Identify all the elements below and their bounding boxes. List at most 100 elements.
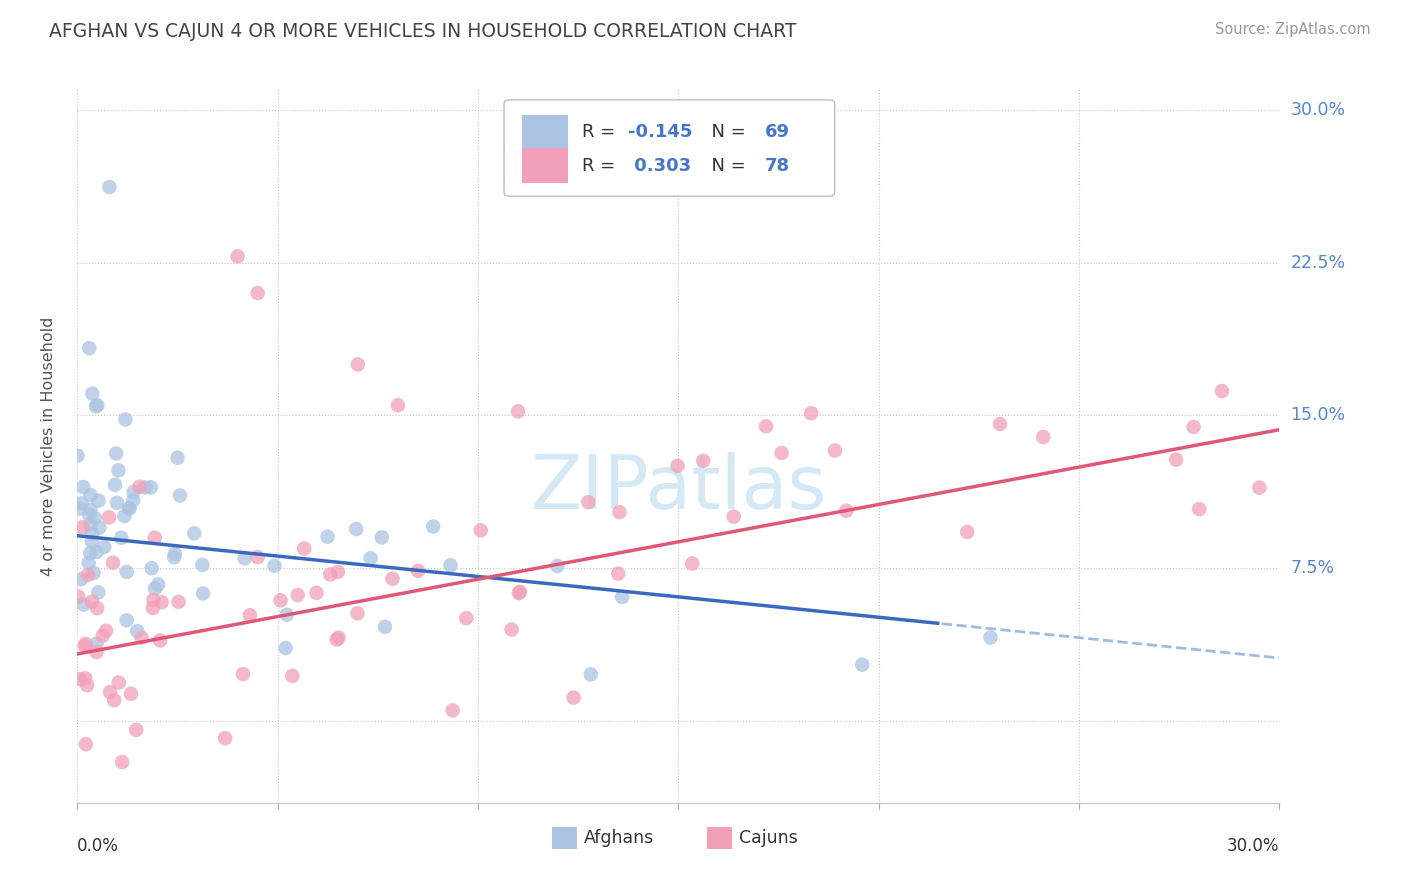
Point (508, 404, 530, 418)
Text: 22.5%: 22.5% (1291, 253, 1346, 271)
Text: 15.0%: 15.0% (1291, 407, 1346, 425)
Text: -0.145: -0.145 (628, 123, 692, 141)
Point (146, 577, 169, 591)
Point (103, 693, 125, 707)
Text: Cajuns: Cajuns (740, 830, 797, 847)
Point (79, 488, 101, 502)
Point (191, 586, 214, 600)
Point (66, 449, 89, 463)
Text: 30.0%: 30.0% (1227, 837, 1279, 855)
Point (80, 595, 103, 609)
Point (111, 755, 134, 769)
Point (163, 547, 186, 561)
Point (274, 641, 297, 656)
Point (169, 488, 191, 502)
Point (422, 519, 444, 533)
Point (118, 501, 141, 516)
Point (612, 590, 634, 604)
Point (115, 565, 138, 579)
Text: N =: N = (700, 123, 752, 141)
Point (77, 568, 100, 582)
Point (122, 493, 145, 508)
Point (131, 631, 153, 645)
FancyBboxPatch shape (522, 148, 568, 183)
Point (755, 419, 778, 434)
Text: 69: 69 (765, 123, 790, 141)
Point (120, 687, 142, 701)
Point (666, 458, 689, 473)
Point (347, 358, 370, 372)
Point (77, 508, 100, 522)
Point (1182, 420, 1205, 434)
Point (93, 540, 115, 554)
Point (91, 629, 114, 643)
Point (835, 504, 858, 518)
Point (770, 446, 793, 460)
Point (73, 639, 96, 653)
Point (824, 443, 846, 458)
Point (128, 480, 150, 494)
Point (83, 566, 105, 580)
Point (232, 667, 254, 681)
Point (82, 526, 104, 541)
Text: Afghans: Afghans (585, 830, 654, 847)
Text: Source: ZipAtlas.com: Source: ZipAtlas.com (1215, 22, 1371, 37)
Point (214, 731, 236, 745)
Point (104, 478, 127, 492)
Point (79, 503, 101, 517)
Point (956, 524, 979, 539)
Point (226, 249, 249, 263)
Point (114, 412, 136, 426)
Point (115, 613, 138, 627)
Point (325, 632, 347, 647)
Point (125, 723, 148, 737)
Point (1188, 502, 1211, 516)
Point (150, 595, 173, 609)
Point (319, 567, 342, 582)
Point (239, 608, 262, 623)
Point (509, 585, 531, 599)
Point (75, 637, 97, 651)
Point (1249, 481, 1271, 495)
Point (79, 517, 101, 532)
Point (70, 572, 93, 586)
Point (800, 406, 823, 420)
Point (79, 341, 101, 355)
Point (89, 520, 111, 534)
Point (142, 601, 165, 615)
Text: 0.0%: 0.0% (77, 837, 120, 855)
Text: 78: 78 (765, 157, 790, 175)
Point (107, 463, 129, 477)
Point (75, 671, 97, 685)
Point (86, 398, 108, 412)
Point (287, 588, 309, 602)
Text: R =: R = (582, 123, 621, 141)
Point (163, 550, 186, 565)
Point (82, 386, 104, 401)
Point (86, 545, 108, 559)
Point (94, 624, 117, 638)
Point (562, 690, 585, 705)
Point (98, 180, 121, 194)
Point (110, 531, 132, 545)
Point (98, 685, 121, 699)
Point (107, 675, 129, 690)
Text: 7.5%: 7.5% (1291, 559, 1334, 577)
Point (246, 550, 269, 565)
Point (143, 582, 166, 596)
Point (87, 493, 110, 508)
Point (1211, 384, 1233, 398)
Point (246, 286, 269, 301)
Point (77, 556, 100, 570)
Point (141, 561, 163, 575)
Point (292, 541, 315, 556)
Point (406, 564, 429, 578)
Point (69, 672, 91, 686)
Point (501, 623, 523, 637)
Point (87, 585, 110, 599)
Point (328, 631, 350, 645)
Text: ZIPatlas: ZIPatlas (530, 452, 827, 525)
Point (143, 531, 166, 545)
Point (470, 524, 492, 538)
Point (118, 501, 141, 516)
